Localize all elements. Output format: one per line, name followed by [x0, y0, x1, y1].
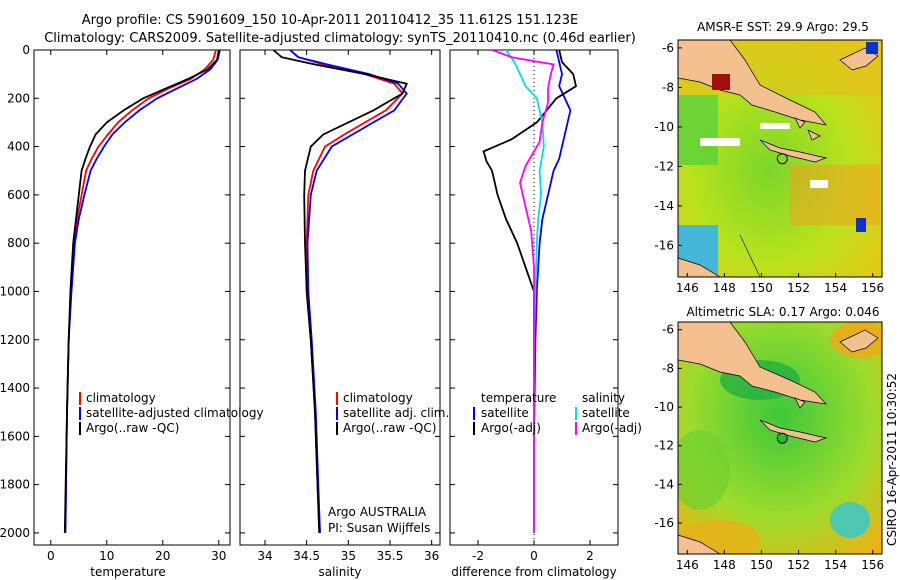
- x-tick-label: 10: [99, 549, 114, 563]
- map-y-tick-label: -6: [662, 323, 674, 337]
- salinity-panel-frame: [239, 49, 441, 546]
- salinity-annotation-1: Argo AUSTRALIA: [328, 505, 427, 519]
- series-line-temperature-satellite: [533, 50, 572, 533]
- sst-map: [678, 40, 882, 277]
- y-tick-label: 1800: [0, 478, 30, 492]
- series-line-salinity-satellite: [505, 50, 545, 533]
- y-tick-label: 1400: [0, 381, 30, 395]
- difference-legend-left-2: Argo(-adj): [481, 421, 541, 435]
- series-line-argo-raw-qc-: [63, 50, 220, 533]
- x-tick-label: 35.5: [377, 549, 404, 563]
- series-line-salinity-argo-adj-: [491, 50, 555, 533]
- temperature-panel-frame: [33, 49, 231, 546]
- map-y-tick-label: -16: [654, 238, 674, 252]
- map-y-tick-label: -14: [654, 199, 674, 213]
- map-x-tick-label: 150: [750, 281, 773, 295]
- salinity-legend-2: satellite adj. clim.: [343, 406, 449, 420]
- land-islands: [759, 117, 828, 163]
- difference-panel: -2 0 2: [450, 49, 618, 563]
- difference-legend-right-title: salinity: [582, 391, 625, 405]
- land-australia: [678, 534, 721, 554]
- map-y-tick-label: -12: [654, 159, 674, 173]
- map-x-tick-label: 154: [824, 281, 847, 295]
- map-x-tick-label: 152: [787, 281, 810, 295]
- series-line-climatology: [64, 50, 217, 533]
- sla-map-float-marker: [776, 432, 788, 444]
- y-tick-label: 400: [7, 140, 30, 154]
- difference-legend-left-title: temperature: [481, 391, 556, 405]
- y-tick-label: 1200: [0, 333, 30, 347]
- series-line-satellite-adjusted-climatology: [64, 50, 221, 533]
- land-islands: [759, 397, 828, 443]
- difference-legend-right-2: Argo(-adj): [582, 421, 642, 435]
- salinity-xlabel: salinity: [318, 565, 361, 579]
- difference-legend: temperature salinity satellite Argo(-adj…: [473, 391, 642, 435]
- map-x-tick-label: 154: [824, 558, 847, 572]
- x-tick-label: 0: [47, 549, 55, 563]
- map-y-tick-label: -8: [662, 361, 674, 375]
- map-y-tick-label: -16: [654, 516, 674, 530]
- x-tick-label: 34.5: [293, 549, 320, 563]
- salinity-legend-1: climatology: [343, 391, 413, 405]
- difference-legend-left-1: satellite: [481, 406, 529, 420]
- x-tick-label: 34: [257, 549, 272, 563]
- y-tick-label: 2000: [0, 526, 30, 540]
- series-line-argo-raw-qc-: [272, 50, 408, 533]
- sla-map-title: Altimetric SLA: 0.17 Argo: 0.046: [686, 305, 879, 319]
- map-y-tick-label: -10: [654, 120, 674, 134]
- temperature-legend-1: climatology: [86, 391, 156, 405]
- temperature-xlabel: temperature: [90, 565, 165, 579]
- x-tick-label: 20: [155, 549, 170, 563]
- y-tick-label: 1000: [0, 284, 30, 298]
- y-tick-label: 1600: [0, 429, 30, 443]
- map-y-tick-label: -6: [662, 41, 674, 55]
- sst-map-frame: [677, 39, 883, 278]
- header-line-2: Climatology: CARS2009. Satellite-adjuste…: [44, 31, 636, 46]
- map-x-tick-label: 148: [713, 558, 736, 572]
- salinity-panel: 34 34.5 35 35.5 36: [240, 49, 440, 563]
- map-x-tick-label: 146: [676, 281, 699, 295]
- x-tick-label: 35: [341, 549, 356, 563]
- salinity-annotation-2: PI: Susan Wijffels: [328, 521, 430, 535]
- x-tick-label: 30: [211, 549, 226, 563]
- map-y-tick-label: -8: [662, 80, 674, 94]
- y-tick-label: 200: [7, 91, 30, 105]
- map-x-tick-label: 152: [787, 558, 810, 572]
- sst-map-float-marker: [776, 153, 788, 165]
- x-tick-label: 0: [530, 549, 538, 563]
- map-y-tick-label: -12: [654, 439, 674, 453]
- temperature-legend: climatology satellite-adjusted climatolo…: [79, 391, 264, 435]
- series-line-temperature-argo-adj-: [482, 50, 578, 533]
- temperature-legend-3: Argo(..raw -QC): [86, 421, 179, 435]
- map-x-tick-label: 156: [861, 558, 884, 572]
- salinity-legend-3: Argo(..raw -QC): [343, 421, 436, 435]
- salinity-legend: climatology satellite adj. clim. Argo(..…: [328, 391, 449, 535]
- x-tick-label: 2: [586, 549, 594, 563]
- y-tick-label: 600: [7, 188, 30, 202]
- sla-map-frame: [677, 321, 883, 555]
- map-x-tick-label: 150: [750, 558, 773, 572]
- map-x-tick-label: 148: [713, 281, 736, 295]
- temperature-legend-2: satellite-adjusted climatology: [86, 406, 264, 420]
- land-new-britain: [839, 329, 879, 353]
- temperature-panel: 0 10 20 30 0 200 400 600 800 1000 1200 1400 1600 1800…: [0, 43, 230, 563]
- map-x-tick-label: 156: [861, 281, 884, 295]
- map-y-tick-label: -14: [654, 477, 674, 491]
- map-y-tick-label: -10: [654, 400, 674, 414]
- sst-map-title: AMSR-E SST: 29.9 Argo: 29.5: [697, 20, 869, 34]
- x-tick-label: -2: [472, 549, 484, 563]
- y-tick-label: 800: [7, 236, 30, 250]
- sla-map-axes: 146 148 150 152 154 156 -6 -8 -10 -12 -14 -16: [654, 323, 884, 572]
- y-tick-label: 0: [22, 43, 30, 57]
- map-x-tick-label: 146: [676, 558, 699, 572]
- land-australia: [678, 257, 721, 277]
- header-line-1: Argo profile: CS 5901609_150 10-Apr-2011…: [82, 13, 578, 28]
- x-tick-label: 36: [424, 549, 439, 563]
- sla-map: [678, 322, 882, 554]
- sst-map-axes: 146 148 150 152 154 156 -6 -8 -10 -12 -14 -16: [654, 41, 884, 295]
- footer-stamp: CSIRO 16-Apr-2011 10:30:52: [885, 373, 899, 546]
- difference-legend-right-1: satellite: [582, 406, 630, 420]
- difference-xlabel: difference from climatology: [451, 565, 617, 579]
